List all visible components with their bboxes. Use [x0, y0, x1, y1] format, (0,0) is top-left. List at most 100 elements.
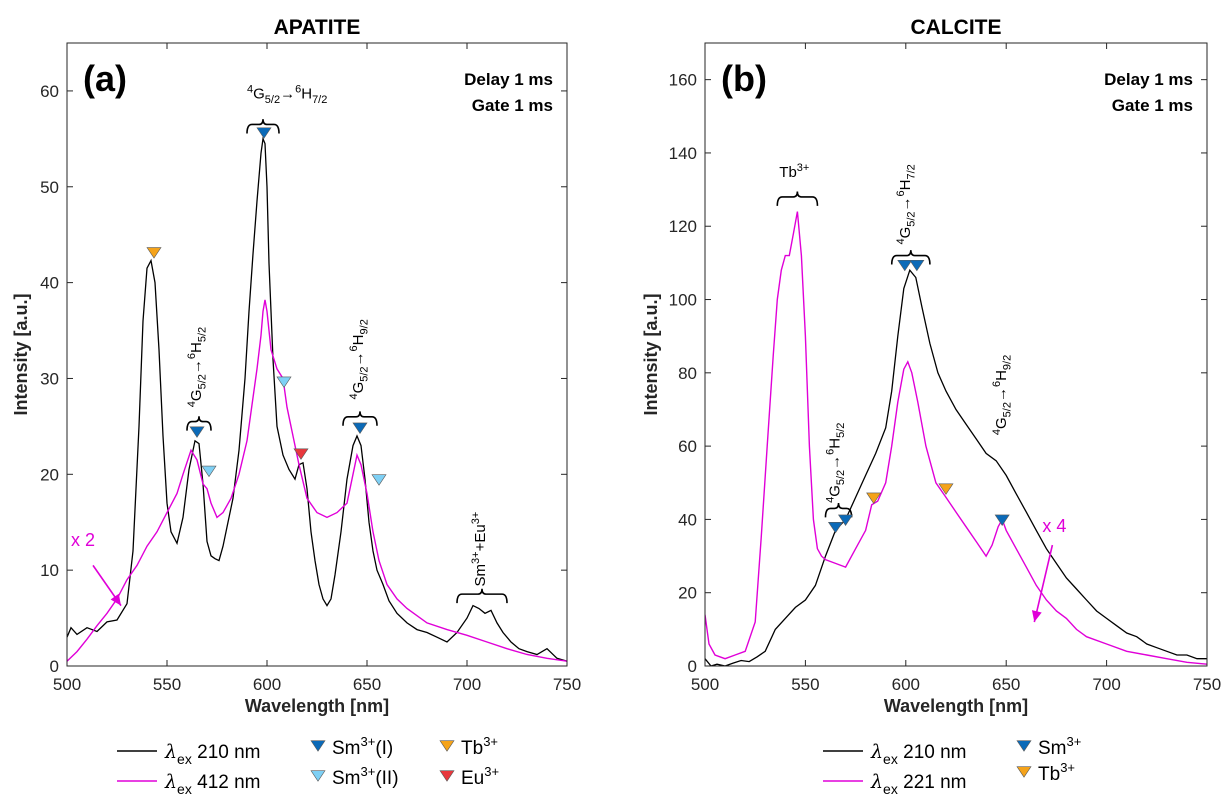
- x-tick-label: 550: [153, 675, 181, 694]
- y-tick-label: 10: [40, 561, 59, 580]
- legend-sup: 3+: [1067, 734, 1082, 749]
- label-sup: 4: [895, 238, 907, 244]
- y-axis-label: Intensity [a.u.]: [641, 293, 661, 415]
- label-base: Tb: [779, 164, 797, 181]
- y-tick-label: 0: [50, 657, 59, 676]
- label-sub: 9/2: [359, 319, 371, 334]
- bracket-brace: [824, 502, 853, 518]
- label-base: G: [188, 389, 205, 401]
- y-axis-label: Intensity [a.u.]: [11, 293, 31, 415]
- label-base: H: [188, 342, 205, 353]
- legend-suffix: (II): [375, 768, 398, 789]
- info-text: Delay 1 ms: [1104, 70, 1193, 89]
- legend-sup: 3+: [361, 764, 376, 779]
- label-base: G: [993, 417, 1010, 429]
- bracket-label: 4G5/2→6H5/2: [186, 327, 209, 407]
- transition-label: 4G5/2→6H9/2: [991, 355, 1014, 435]
- marker-triangle: [189, 426, 205, 438]
- label-arrow: →: [280, 86, 295, 103]
- bracket-label: Tb3+: [779, 162, 809, 181]
- bracket-annotation: 4G5/2→6H9/2: [342, 319, 378, 426]
- label-sub: 5/2: [265, 94, 280, 106]
- info-text: Delay 1 ms: [464, 70, 553, 89]
- y-tick-label: 60: [40, 82, 59, 101]
- bracket-label: 4G5/2→6H7/2: [247, 84, 327, 107]
- marker-triangle: [909, 259, 925, 272]
- legend-label: λex 221 nm: [870, 771, 967, 797]
- series-line-magenta: [67, 299, 567, 662]
- legend-label: Sm3+: [1038, 734, 1081, 759]
- y-tick-label: 50: [40, 178, 59, 197]
- scale-note-text: x 4: [1042, 516, 1066, 536]
- marker-triangle: [994, 514, 1010, 526]
- label-base: H: [301, 86, 312, 103]
- label-sub: 9/2: [1002, 355, 1014, 370]
- label-base: Sm: [472, 564, 489, 587]
- marker-triangle: [293, 448, 309, 460]
- y-tick-label: 20: [40, 465, 59, 484]
- marker-triangle: [1016, 766, 1032, 778]
- bracket-annotation: 4G5/2→6H7/2: [246, 84, 327, 134]
- label-sub: 7/2: [905, 164, 917, 179]
- scale-note-arrow: [1033, 544, 1054, 623]
- label-sub: 5/2: [359, 366, 371, 381]
- legend-value: 210 nm: [898, 742, 967, 763]
- bracket-annotation: Tb3+: [776, 162, 819, 206]
- marker-triangle: [352, 422, 368, 435]
- chart-panel-apatite: APATITE 500 550 600 650 700 750 0 10 20 30 40 50 60 Wa…: [11, 16, 581, 716]
- scale-note-text: x 2: [71, 530, 95, 550]
- label-base: G: [897, 227, 914, 239]
- legend-sup: 3+: [484, 764, 499, 779]
- marker-triangle: [897, 259, 913, 272]
- label-base: +Eu: [472, 524, 489, 551]
- label-base: G: [827, 485, 844, 497]
- legend-base: Sm: [332, 738, 361, 759]
- panel-label: (a): [83, 58, 127, 99]
- scale-note-arrowhead: [110, 593, 121, 606]
- x-axis-label: Wavelength [nm]: [245, 696, 389, 716]
- label-base: H: [350, 334, 367, 345]
- x-tick-label: 750: [553, 675, 581, 694]
- chart-title: CALCITE: [911, 16, 1002, 39]
- label-sup: 6: [895, 190, 907, 196]
- marker-triangle: [439, 740, 455, 752]
- x-tick-label: 650: [992, 675, 1020, 694]
- legend-symbol: λ: [870, 741, 883, 763]
- label-base: H: [827, 438, 844, 449]
- bracket-brace: [890, 250, 931, 265]
- axes-box: [66, 42, 568, 667]
- legend-sub: ex: [883, 751, 898, 767]
- label-sup: 3+: [470, 512, 482, 525]
- y-tick-label: 20: [678, 584, 697, 603]
- label-sup: 6: [295, 84, 301, 96]
- x-tick-label: 600: [892, 675, 920, 694]
- x-tick-label: 500: [53, 675, 81, 694]
- y-tick-label: 30: [40, 369, 59, 388]
- label-sup: 4: [348, 393, 360, 399]
- marker-triangle: [276, 376, 292, 388]
- legend-label: λex 210 nm: [870, 741, 967, 767]
- chart-title: APATITE: [274, 16, 361, 39]
- legend-base: Sm: [332, 768, 361, 789]
- legend-label: Eu3+: [461, 764, 499, 789]
- legend-label: Sm3+(I): [332, 734, 393, 759]
- legend-sub: ex: [177, 781, 192, 797]
- legend-label: λex 210 nm: [164, 741, 261, 767]
- label-sub: 7/2: [312, 94, 327, 106]
- legend-sup: 3+: [1060, 760, 1075, 775]
- y-tick-label: 60: [678, 437, 697, 456]
- x-axis-label: Wavelength [nm]: [884, 696, 1028, 716]
- label-sup: 4: [247, 84, 253, 96]
- legend-label: λex 412 nm: [164, 771, 261, 797]
- y-tick-label: 40: [40, 274, 59, 293]
- series-line-black: [67, 136, 567, 662]
- legend-sup: 3+: [483, 734, 498, 749]
- label-sup: 6: [186, 353, 198, 359]
- marker-triangle: [371, 474, 387, 486]
- legend-label: Tb3+: [461, 734, 498, 759]
- marker-triangle: [310, 740, 326, 752]
- label-base: H: [897, 179, 914, 190]
- axes-box: [704, 42, 1208, 667]
